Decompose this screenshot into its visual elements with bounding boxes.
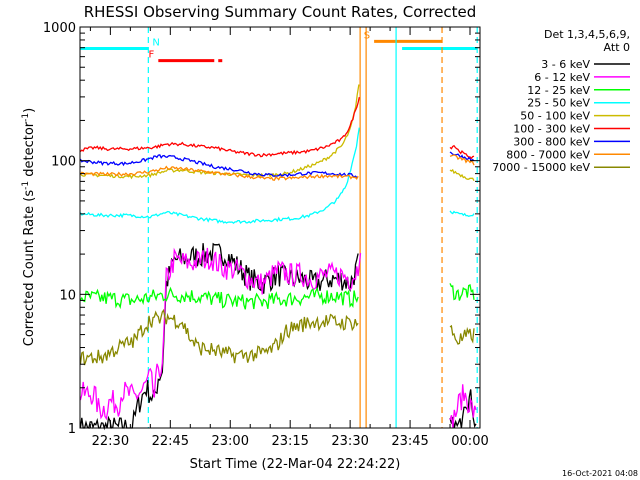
series-line-1-b	[449, 384, 477, 429]
series-line-4	[79, 84, 360, 180]
legend-label: 12 - 25 keV	[527, 84, 590, 97]
flag-bars: NF S	[80, 30, 478, 63]
series-line-4-b	[449, 168, 475, 182]
legend-header-attenuator: Att 0	[604, 41, 630, 54]
x-tick-label: 22:45	[152, 434, 189, 449]
x-tick-label: 23:15	[271, 434, 308, 449]
y-tick-label: 10	[59, 288, 76, 303]
axes: 1 10 100 1000 22:30 22:45 23:00 23:15 23:30 23:45…	[43, 21, 489, 449]
series-line-8	[79, 308, 359, 366]
x-tick-label: 22:30	[92, 434, 129, 449]
legend-header-detectors: Det 1,3,4,5,6,9,	[544, 28, 630, 41]
series-line-3-b	[449, 210, 475, 218]
y-tick-label: 100	[51, 155, 76, 170]
y-axis-label: Corrected Count Rate (s-1 detector-1)	[21, 108, 37, 346]
legend-label: 6 - 12 keV	[534, 71, 590, 84]
series-line-1	[79, 247, 362, 421]
x-axis-label: Start Time (22-Mar-04 22:24:22)	[190, 457, 401, 472]
series-line-3	[79, 127, 360, 225]
series-line-8-b	[449, 324, 475, 345]
chart-title: RHESSI Observing Summary Count Rates, Co…	[84, 3, 477, 21]
legend-label: 100 - 300 keV	[513, 123, 590, 136]
legend-label: 7000 - 15000 keV	[492, 161, 590, 174]
x-tick-label: 23:00	[212, 434, 249, 449]
flag-label-n: N	[152, 38, 159, 49]
series-line-5	[79, 96, 360, 158]
y-tick-label: 1000	[43, 21, 76, 36]
flag-label-f: F	[149, 50, 155, 61]
y-tick-label: 1	[68, 422, 76, 437]
series-line-2-b	[449, 283, 475, 301]
series-line-5-b	[449, 144, 475, 160]
flag-label-s: S	[364, 30, 370, 41]
state-change-lines	[147, 27, 478, 428]
series-line-2	[79, 286, 359, 310]
x-tick-label: 23:45	[391, 434, 428, 449]
series-line-7-b	[449, 154, 475, 166]
legend-label: 25 - 50 keV	[527, 97, 590, 110]
series-line-7	[79, 165, 359, 181]
plot-frame	[79, 26, 481, 429]
series-line-6	[79, 154, 359, 179]
legend-label: 800 - 7000 keV	[506, 148, 590, 161]
legend-label: 3 - 6 keV	[541, 58, 590, 71]
x-tick-label: 23:30	[331, 434, 368, 449]
legend-label: 300 - 800 keV	[513, 135, 590, 148]
series-lines	[79, 84, 477, 431]
x-tick-label: 00:00	[451, 434, 488, 449]
legend-label: 50 - 100 keV	[520, 110, 590, 123]
generation-timestamp: 16-Oct-2021 04:08	[562, 469, 638, 478]
